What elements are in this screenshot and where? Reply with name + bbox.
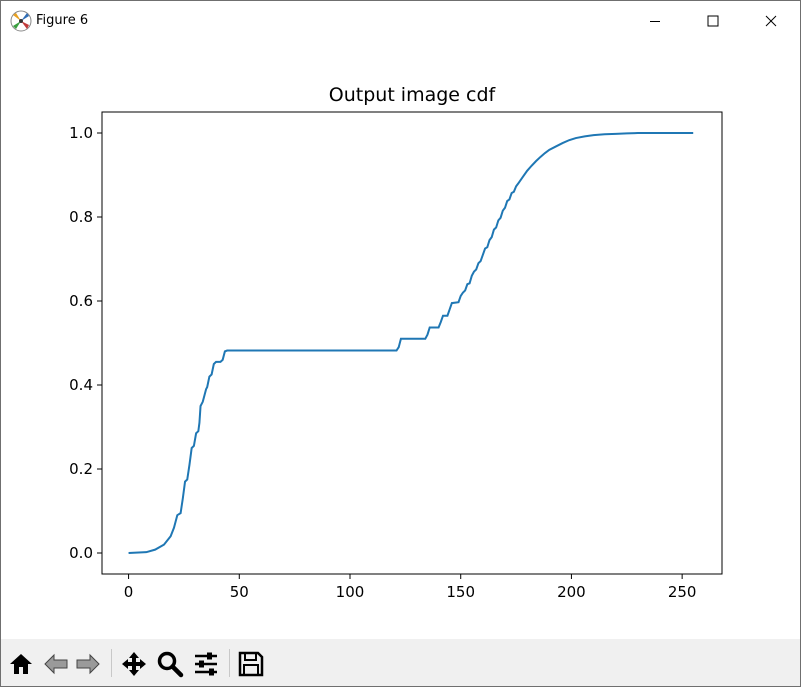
chart-title: Output image cdf <box>329 84 497 106</box>
pan-move-icon <box>122 652 146 676</box>
toolbar-separator <box>111 649 112 677</box>
zoom-button[interactable] <box>155 649 185 679</box>
x-tick-label: 200 <box>557 583 586 601</box>
zoom-magnifier-icon <box>157 651 184 678</box>
save-floppy-icon <box>238 651 264 677</box>
back-arrow-icon <box>44 653 68 675</box>
close-icon <box>765 15 777 27</box>
y-tick-label: 0.6 <box>69 292 93 310</box>
home-button[interactable] <box>6 649 36 679</box>
pan-button[interactable] <box>119 649 149 679</box>
title-bar[interactable]: Figure 6 <box>1 1 800 41</box>
x-tick-label: 150 <box>446 583 475 601</box>
x-tick-label: 250 <box>668 583 697 601</box>
y-tick-label: 0.4 <box>69 376 93 394</box>
minimize-icon <box>650 21 660 22</box>
x-tick-label: 50 <box>230 583 249 601</box>
minimize-button[interactable] <box>626 1 684 41</box>
close-button[interactable] <box>742 1 800 41</box>
x-tick-label: 100 <box>336 583 365 601</box>
axes-frame <box>101 111 723 575</box>
window-title: Figure 6 <box>36 13 89 28</box>
matplotlib-app-icon <box>10 10 32 32</box>
cdf-line-chart: Output image cdf 0 50 100 150 200 250 0.0 0.2 0.4… <box>69 84 723 601</box>
configure-subplots-button[interactable] <box>191 649 221 679</box>
toolbar-separator <box>229 649 230 677</box>
series-line-0 <box>128 132 694 554</box>
x-tick-label: 0 <box>124 583 134 601</box>
y-tick-label: 0.2 <box>69 460 93 478</box>
y-tick-label: 1.0 <box>69 124 93 142</box>
figure-canvas[interactable]: Output image cdf 0 50 100 150 200 250 0.0 0.2 0.4… <box>1 41 800 639</box>
home-icon <box>10 654 32 674</box>
forward-button[interactable] <box>73 649 103 679</box>
maximize-button[interactable] <box>684 1 742 41</box>
y-tick-label: 0.0 <box>69 544 93 562</box>
forward-arrow-icon <box>76 653 100 675</box>
navigation-toolbar <box>1 639 800 686</box>
back-button[interactable] <box>41 649 71 679</box>
configure-subplots-icon <box>195 652 217 676</box>
y-tick-label: 0.8 <box>69 208 93 226</box>
save-button[interactable] <box>236 649 266 679</box>
maximize-icon <box>707 15 719 27</box>
